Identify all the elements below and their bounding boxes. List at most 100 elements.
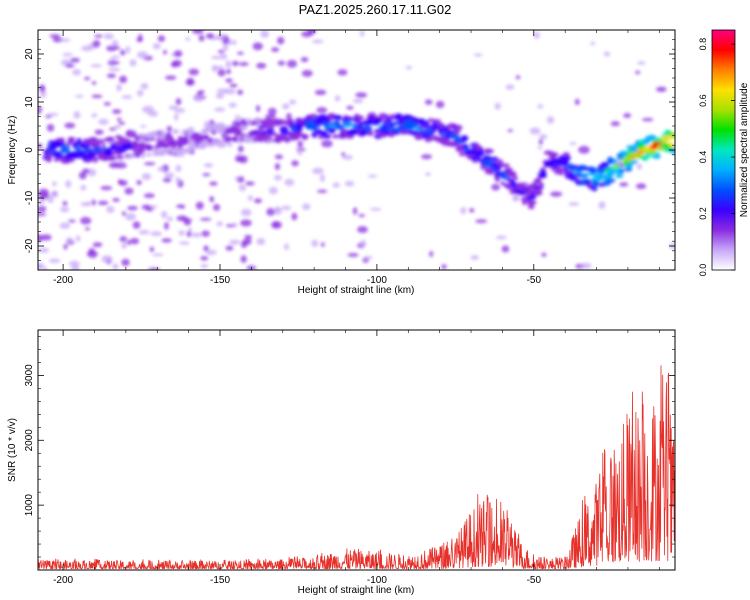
heatmap-noise-blob [65, 180, 72, 188]
heatmap-noise-blob [179, 241, 190, 245]
heatmap-noise-blob [274, 154, 284, 160]
heatmap-ridge-blob [453, 124, 463, 131]
heatmap-noise-blob [193, 94, 205, 102]
heatmap-noise-blob [136, 38, 143, 42]
heatmap-noise-blob [636, 163, 642, 170]
heatmap-noise-blob [237, 51, 244, 55]
heatmap-noise-blob [226, 68, 231, 75]
figure-title: PAZ1.2025.260.17.11.G02 [298, 2, 452, 17]
heatmap-noise-blob [73, 111, 81, 119]
heatmap-noise-blob [421, 154, 433, 160]
heatmap-noise-blob [86, 250, 98, 258]
heatmap-noise-blob [237, 89, 244, 95]
heatmap-noise-blob [267, 107, 277, 116]
heatmap-noise-blob [240, 219, 252, 227]
heatmap-noise-blob [574, 98, 580, 106]
heatmap-ridge-blob [58, 137, 65, 143]
heatmap-ridge-blob [410, 117, 420, 122]
heatmap-noise-blob [441, 264, 447, 270]
heatmap-noise-blob [132, 221, 141, 229]
heatmap-noise-blob [112, 109, 122, 114]
heatmap-noise-blob [143, 162, 156, 166]
snr-axes: -200 -150 -100 -50 1000 2000 3000 [24, 330, 675, 586]
heatmap-noise-blob [580, 262, 592, 269]
heatmap-noise-blob [150, 231, 163, 237]
heatmap-noise-blob [38, 262, 44, 270]
heatmap-noise-blob [245, 181, 255, 186]
snr-ylabel: SNR (10 * v/v) [7, 418, 18, 482]
heatmap-noise-blob [317, 189, 328, 193]
heatmap-ridge-blob [266, 139, 273, 144]
heatmap-noise-blob [164, 221, 169, 230]
heatmap-ridge-blob [478, 151, 485, 157]
heatmap-noise-blob [38, 234, 44, 242]
snr-line [38, 365, 675, 570]
heatmap-noise-blob [112, 263, 119, 270]
heatmap-noise-blob [164, 172, 175, 179]
heatmap-noise-blob [164, 75, 177, 80]
heatmap-noise-blob [103, 33, 114, 40]
heatmap-noise-blob [225, 245, 234, 251]
heatmap-noise-blob [106, 73, 116, 79]
heatmap-noise-blob [121, 241, 127, 249]
heatmap-ridge-blob [105, 136, 115, 142]
heatmap-ridge-blob [319, 114, 327, 119]
heatmap-noise-blob [108, 60, 120, 65]
heatmap-noise-blob [111, 39, 119, 48]
heatmap-noise-blob [634, 70, 641, 75]
heatmap-noise-blob [195, 201, 204, 210]
heatmap-ridge-blob [331, 134, 340, 139]
heatmap-noise-blob [59, 222, 71, 229]
heatmap-noise-blob [129, 59, 137, 67]
heatmap-noise-blob [38, 205, 47, 213]
heatmap-noise-blob [225, 224, 235, 228]
heatmap-ridge-blob [70, 137, 76, 142]
heatmap-ridge-blob [449, 142, 455, 147]
colorbar-tick-label: 0.2 [698, 207, 708, 220]
heatmap-ridge-blob [82, 138, 90, 145]
heatmap-noise-blob [321, 139, 333, 148]
heatmap-noise-blob [188, 68, 199, 76]
heatmap-noise-blob [538, 134, 548, 140]
heatmap-ridge-blob [452, 130, 461, 134]
heatmap-noise-blob [435, 100, 445, 109]
heatmap-noise-blob [64, 122, 76, 129]
heatmap-noise-blob [176, 204, 184, 209]
heatmap-noise-blob [80, 216, 92, 225]
heatmap-ridge-blob [627, 162, 633, 169]
heatmap-noise-blob [229, 83, 238, 88]
heatmap-noise-blob [468, 208, 475, 213]
heatmap-noise-blob [121, 95, 133, 100]
heatmap-noise-blob [255, 105, 261, 113]
heatmap-ridge-blob [60, 144, 71, 151]
heatmap-noise-blob [211, 65, 218, 72]
heatmap-noise-blob [222, 45, 229, 51]
heatmap-noise-blob [81, 45, 93, 52]
heatmap-noise-blob [49, 34, 61, 38]
heatmap-noise-blob [38, 247, 50, 253]
heatmap-noise-blob [185, 37, 191, 41]
heatmap-noise-blob [62, 52, 73, 57]
heatmap-noise-blob [578, 145, 590, 154]
heatmap-noise-blob [116, 117, 122, 122]
heatmap-xtick-label: -200 [53, 275, 73, 286]
heatmap-noise-blob [38, 143, 43, 150]
heatmap-ridge-blob [538, 181, 544, 189]
colorbar-tick-label: 0.4 [698, 151, 708, 164]
heatmap-ridge-blob [326, 128, 337, 133]
heatmap-noise-blob [174, 108, 186, 113]
heatmap-ridge-blob [96, 139, 105, 144]
heatmap-noise-blob [136, 51, 148, 59]
colorbar-label: Normalized spectral amplitude [739, 82, 750, 217]
heatmap-noise-blob [209, 181, 218, 186]
heatmap-noise-blob [635, 183, 647, 190]
heatmap-noise-blob [197, 90, 205, 94]
heatmap-ridge-blob [437, 123, 445, 128]
heatmap-noise-blob [610, 121, 620, 127]
heatmap-noise-blob [101, 255, 113, 264]
heatmap-noise-blob [237, 145, 244, 153]
heatmap-ridge-blob [160, 148, 170, 155]
heatmap-noise-blob [260, 30, 270, 38]
heatmap-noise-blob [82, 168, 90, 174]
